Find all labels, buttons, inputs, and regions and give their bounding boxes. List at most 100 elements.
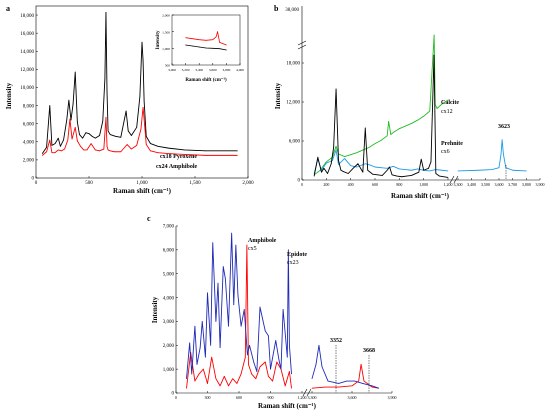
panel-b-ylabel: Intensity — [274, 82, 282, 109]
label-amphibole: Amphibole — [248, 238, 277, 244]
panel-b-series-0-point — [368, 147, 370, 148]
inset-series-0-point — [192, 45, 193, 47]
inset-series-1-point — [217, 31, 218, 33]
panel-a-series-1-point — [168, 153, 169, 154]
label-peak-3623: 3623 — [498, 124, 510, 130]
panel-b-series-2-point — [391, 174, 393, 176]
panel-b-series-2-point — [386, 169, 388, 171]
panel-a-xtick-label: 0 — [35, 181, 38, 186]
panel-a-ytick-label: 14,000 — [20, 50, 34, 55]
inset-xtick-label: 3,800 — [222, 68, 230, 73]
panel-c-series-1-point — [217, 282, 219, 284]
panel-c-series-3-point — [378, 387, 380, 389]
panel-b-xtick-label: 800 — [396, 182, 402, 187]
panel-c-series-2-point — [363, 380, 365, 382]
panel-b-series-0-point — [433, 34, 435, 36]
panel-a-series-1-point — [142, 107, 144, 108]
panel-c-xtick-label: 3,300 — [308, 395, 317, 401]
panel-b-series-3-point — [457, 170, 459, 172]
panel-c-series-0-point — [240, 373, 242, 375]
panel-a-series-0-point — [82, 137, 83, 139]
panel-a-series-1-point — [140, 128, 142, 130]
panel-a-series-1-point — [150, 150, 151, 152]
panel-c-x-ticks: 0 300 600 900 1,200 3,300 3,600 3,900 — [175, 391, 397, 401]
panel-b-series-3-point — [498, 167, 500, 168]
panel-b-series-2-point — [420, 158, 422, 160]
panel-b-series-0-point — [380, 140, 382, 141]
panel-c-series-1-line — [186, 232, 292, 379]
panel-c-series-1-point — [212, 242, 214, 244]
panel-b-series-0-point — [405, 125, 406, 127]
panel-a-series-1-point — [95, 149, 96, 151]
panel-a-series-1-point — [49, 139, 51, 141]
label-calcite: Calcite — [441, 100, 459, 106]
panel-b-series-0-point — [447, 99, 449, 101]
panel-a-series-1-point — [143, 118, 145, 120]
panel-b-xtick-label: 200 — [323, 182, 329, 187]
panel-b-series-3-line — [457, 139, 527, 172]
inset-series-1-point — [205, 39, 207, 41]
panel-a-series-1-point — [114, 151, 115, 153]
panel-c-ytick-label: 5,000 — [163, 272, 175, 277]
panel-a-series-0-point — [115, 136, 116, 137]
panel-b-series-1-point — [441, 169, 443, 171]
panel-b-series-2-point — [340, 169, 342, 171]
panel-c-series-3-point — [315, 364, 317, 365]
panel-b-series-2-point — [381, 175, 383, 176]
panel-a-series-0-point — [99, 135, 100, 136]
panel-a-series-0-point — [136, 126, 138, 128]
panel-a-series-0-point — [54, 143, 56, 144]
panel-c-xtick-label: 300 — [205, 395, 211, 400]
inset-series-1-point — [215, 36, 217, 38]
panel-a-series-0-point — [205, 150, 206, 152]
panel-c-series-1-point — [235, 244, 237, 246]
panel-a-series-0-point — [120, 136, 122, 138]
label-prehnite: Prehnite — [441, 141, 463, 147]
panel-b-series-2-point — [364, 127, 366, 129]
panel-c: c 0 1,000 2,000 3,000 4,000 5,000 6,000 7,000 0… — [147, 214, 397, 410]
panel-b-series-2-point — [439, 175, 440, 177]
panel-a-series-1-point — [80, 145, 81, 147]
panel-a-series-1-point — [71, 138, 73, 140]
panel-b-ytick-label: 6,000 — [289, 140, 301, 145]
panel-a-x-ticks: 0 500 1,000 1,500 2,000 — [35, 176, 254, 186]
panel-a-xtick-label: 1,000 — [136, 181, 148, 186]
panel-b-xtick-label: 0 — [301, 182, 303, 187]
inset-series-1-point — [219, 41, 220, 43]
panel-a-xtick-label: 1,500 — [189, 181, 201, 186]
panel-c-series-0-line — [186, 244, 292, 389]
panel-b-series-2-point — [418, 171, 420, 173]
panel-b-series-2-point — [367, 169, 369, 171]
panel-b-y-ticks: 0 6,000 12,000 18,000 — [286, 62, 304, 184]
panel-a-series-0-point — [91, 136, 93, 137]
panel-b-series-2-point — [377, 174, 378, 176]
panel-b-series-0-point — [386, 135, 388, 137]
panel-c-series-1-point — [231, 232, 232, 234]
panel-c-xtick-label: 900 — [268, 395, 274, 400]
panel-b-series-0-point — [398, 128, 400, 129]
panel-c-series-1-point — [284, 333, 286, 334]
panel-a-series-0-point — [72, 103, 74, 105]
panel-a-ytick-label: 0 — [32, 177, 35, 182]
inset-xlabel: Raman shift (cm⁻¹) — [185, 77, 227, 83]
panel-c-series-1-point — [228, 325, 229, 327]
panel-c-series-3-point — [318, 344, 320, 346]
panel-c-series-1-point — [194, 325, 196, 327]
panel-b-xtick-label: 1,000 — [419, 182, 428, 188]
panel-a-series-1-point — [90, 143, 92, 144]
panel-a-series-1-point — [61, 150, 62, 152]
panel-a-series-1-point — [184, 154, 185, 155]
panel-b-xtick-label: 3,700 — [508, 182, 517, 188]
panel-a-xtick-label: 2,000 — [242, 181, 254, 186]
panel-a-series-0-point — [49, 105, 51, 106]
panel-a-series-0-point — [46, 146, 47, 148]
panel-b-series-0-point — [335, 145, 337, 147]
panel-a-series-0-point — [66, 119, 68, 121]
panel-a-series-0-point — [76, 121, 78, 123]
panel-c-series-0-point — [251, 373, 252, 375]
panel-c-series-3-point — [321, 366, 323, 368]
panel-c-xtick-label: 1,200 — [298, 395, 307, 401]
panel-c-series-3-point — [311, 378, 313, 380]
panel-a-series-0-point — [157, 145, 159, 147]
panel-a-series-1-point — [103, 148, 105, 150]
